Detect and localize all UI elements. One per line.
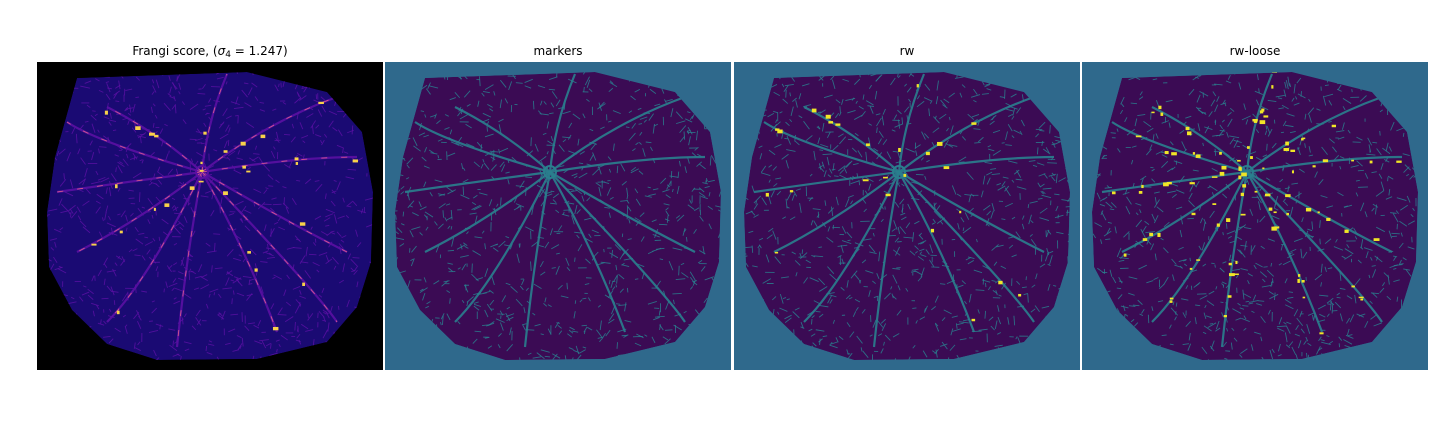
- rw-title: rw: [899, 44, 915, 58]
- markers-image: [385, 62, 731, 370]
- rw-loose-canvas: [1082, 62, 1428, 370]
- markers-canvas: [385, 62, 731, 370]
- frangi-score-image: [37, 62, 383, 370]
- rw-canvas: [734, 62, 1080, 370]
- rw-loose-image: [1082, 62, 1428, 370]
- frangi-title: Frangi score, (σ4 = 1.247): [132, 44, 288, 60]
- rw-loose-title: rw-loose: [1229, 44, 1281, 58]
- rw-image: [734, 62, 1080, 370]
- markers-title: markers: [533, 44, 583, 58]
- frangi-score-canvas: [37, 62, 383, 370]
